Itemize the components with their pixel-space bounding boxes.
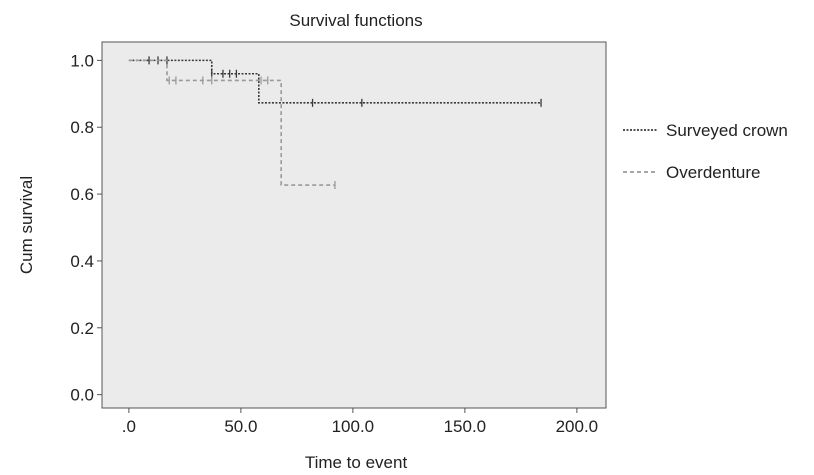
plot-area bbox=[101, 41, 607, 409]
x-tick-label: 200.0 bbox=[556, 417, 599, 436]
y-axis: 0.0 0.2 0.4 0.6 0.8 1.0 bbox=[70, 51, 102, 405]
y-axis-title: Cum survival bbox=[17, 176, 36, 274]
x-axis: .0 50.0 100.0 150.0 200.0 bbox=[122, 408, 598, 436]
y-tick-label: 0.8 bbox=[70, 118, 94, 137]
x-tick-label: 150.0 bbox=[444, 417, 487, 436]
legend-label: Surveyed crown bbox=[666, 121, 788, 140]
series-line bbox=[128, 59, 542, 104]
chart-title: Survival functions bbox=[289, 11, 422, 30]
series-1 bbox=[128, 59, 336, 190]
y-tick-label: 1.0 bbox=[70, 51, 94, 70]
x-tick-label: .0 bbox=[122, 417, 136, 436]
series-layer bbox=[128, 56, 542, 190]
x-axis-title: Time to event bbox=[305, 453, 408, 472]
y-tick-label: 0.4 bbox=[70, 252, 94, 271]
y-tick-label: 0.2 bbox=[70, 319, 94, 338]
x-tick-label: 100.0 bbox=[332, 417, 375, 436]
y-tick-label: 0.6 bbox=[70, 185, 94, 204]
x-tick-label: 50.0 bbox=[224, 417, 257, 436]
y-tick-label: 0.0 bbox=[70, 386, 94, 405]
legend: Surveyed crown Overdenture bbox=[623, 121, 788, 182]
legend-label: Overdenture bbox=[666, 163, 761, 182]
series-line bbox=[128, 59, 335, 186]
